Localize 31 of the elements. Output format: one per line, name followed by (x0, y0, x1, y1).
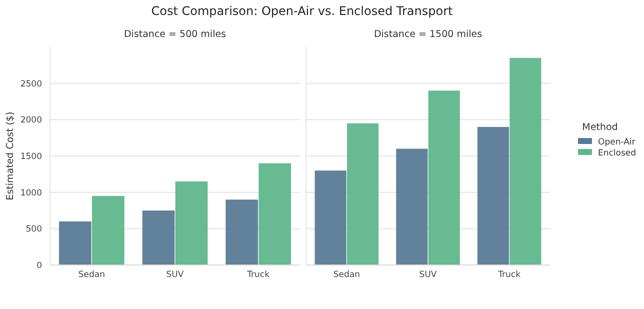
bar (477, 126, 510, 265)
x-tick-label: Truck (246, 270, 270, 280)
bar (428, 90, 460, 265)
legend-title: Method (582, 122, 618, 133)
bar (510, 58, 542, 265)
bar (226, 200, 258, 265)
x-tick-label: Sedan (78, 270, 105, 280)
x-tick-label: SUV (166, 270, 184, 280)
bar (396, 148, 428, 265)
bar (58, 221, 92, 265)
y-tick-label: 500 (26, 224, 42, 235)
chart-title: Cost Comparison: Open-Air vs. Enclosed Transport (151, 4, 453, 18)
x-tick-label: Truck (497, 270, 521, 280)
x-tick-label: SUV (419, 270, 437, 280)
legend-label: Open-Air (598, 138, 636, 148)
y-tick-label: 1000 (20, 188, 42, 198)
y-tick-label: 2000 (20, 116, 42, 126)
bar (258, 163, 292, 265)
y-tick-label: 0 (36, 260, 42, 271)
chart-subtitle: Distance = 1500 miles (374, 29, 482, 40)
y-tick-label: 2500 (20, 79, 42, 90)
x-tick-label: Sedan (333, 270, 360, 280)
bar (175, 181, 208, 265)
y-tick-label: 1500 (20, 152, 42, 162)
bar (314, 170, 346, 265)
bar (346, 123, 379, 265)
chart-subtitle: Distance = 500 miles (124, 29, 226, 40)
y-axis-title: Estimated Cost ($) (5, 112, 16, 200)
bar (142, 210, 175, 265)
legend-label: Enclosed (598, 148, 636, 159)
bar (92, 196, 124, 265)
